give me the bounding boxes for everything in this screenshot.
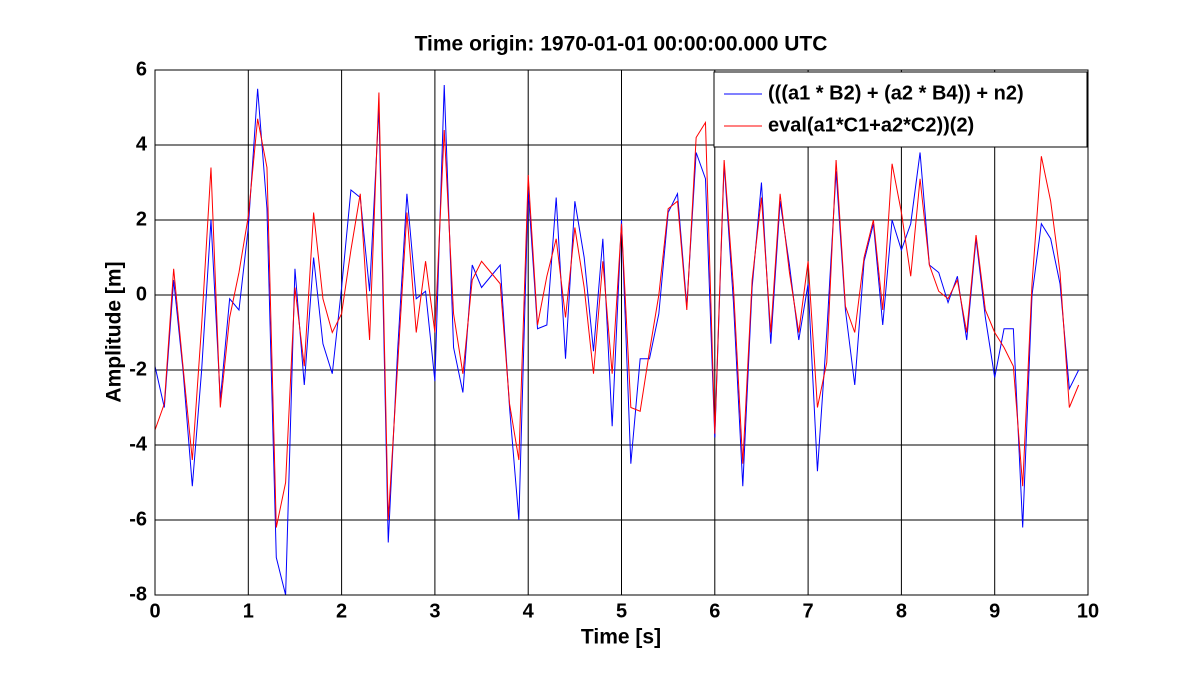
y-tick-label: 6 [136, 58, 147, 80]
x-tick-label: 1 [243, 600, 254, 622]
x-tick-label: 10 [1077, 600, 1099, 622]
legend-label: eval(a1*C1+a2*C2))(2) [768, 114, 974, 136]
plot-frame [154, 69, 1089, 596]
chart-title: Time origin: 1970-01-01 00:00:00.000 UTC [415, 33, 828, 56]
x-tick-label: 6 [709, 600, 720, 622]
x-tick-label: 0 [149, 600, 160, 622]
y-tick-label: 2 [136, 208, 147, 230]
legend-label: (((a1 * B2) + (a2 * B4)) + n2) [768, 82, 1024, 104]
x-tick-label: 9 [989, 600, 1000, 622]
y-tick-label: 0 [136, 283, 147, 305]
y-tick-label: 4 [136, 133, 148, 155]
x-tick-label: 5 [616, 600, 627, 622]
x-tick-label: 7 [803, 600, 814, 622]
x-tick-label: 8 [896, 600, 907, 622]
y-tick-label: -6 [129, 508, 147, 530]
y-tick-label: -2 [129, 358, 147, 380]
y-axis-label: Amplitude [m] [103, 261, 126, 402]
x-tick-label: 2 [336, 600, 347, 622]
y-tick-label: -8 [129, 583, 147, 605]
x-tick-label: 3 [429, 600, 440, 622]
x-tick-label: 4 [523, 600, 535, 622]
x-axis-label: Time [s] [581, 626, 661, 649]
series-line [155, 84, 1080, 595]
legend-box [713, 71, 1088, 148]
series-line [155, 92, 1080, 528]
y-tick-label: -4 [129, 433, 148, 455]
